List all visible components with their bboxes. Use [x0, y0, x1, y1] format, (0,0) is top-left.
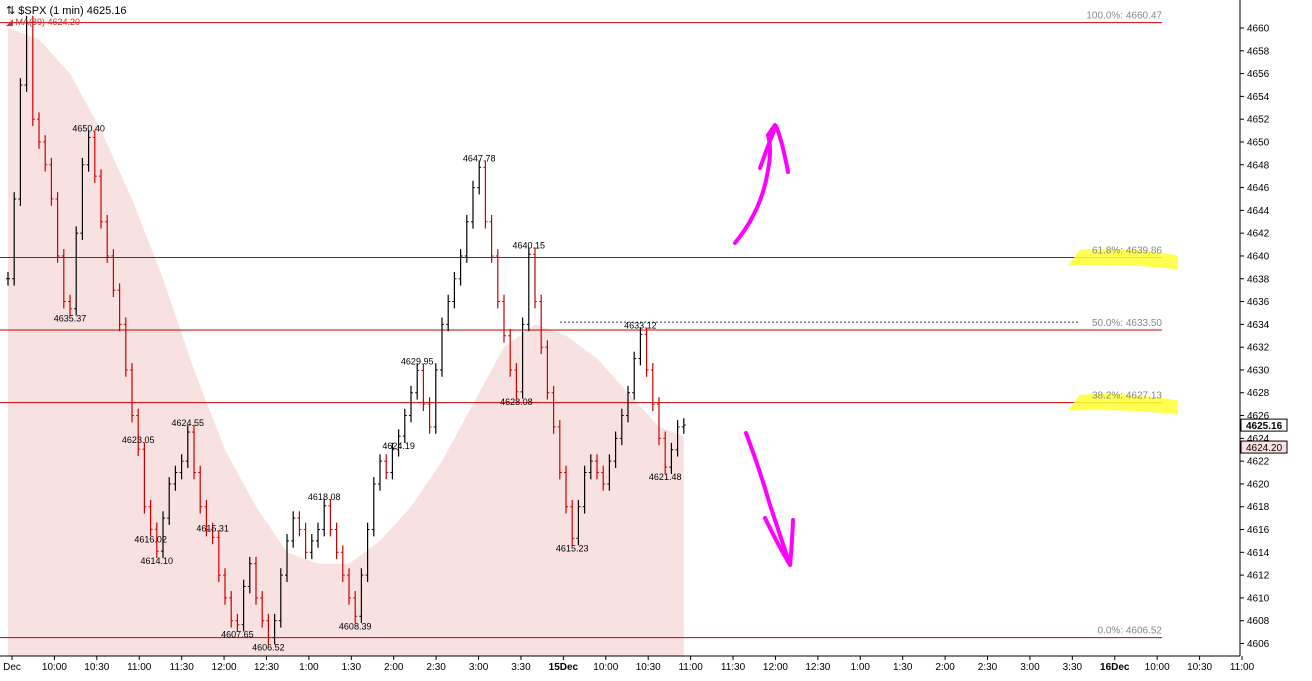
x-tick-label: 10:00 — [42, 662, 67, 673]
price-annotation: 4628.08 — [500, 397, 533, 407]
x-tick-label: 11:30 — [721, 662, 746, 673]
price-annotation: 4606.52 — [252, 643, 285, 653]
fib-highlight — [1068, 248, 1178, 270]
y-tick-label: 4620 — [1247, 479, 1270, 490]
x-tick-label: 2:30 — [426, 662, 446, 673]
y-tick-label: 4626 — [1247, 411, 1270, 422]
y-tick-label: 4654 — [1247, 92, 1270, 103]
price-annotation: 4607.65 — [221, 630, 254, 640]
x-tick-label: 1:00 — [299, 662, 319, 673]
x-tick-label: 16Dec — [1100, 662, 1130, 673]
y-tick-label: 4614 — [1247, 548, 1270, 559]
last-ma-label: 4624.20 — [1246, 443, 1283, 454]
y-tick-label: 4634 — [1247, 320, 1270, 331]
price-annotation: 4616.02 — [134, 534, 167, 544]
x-tick-label: 1:30 — [342, 662, 362, 673]
y-tick-label: 4618 — [1247, 502, 1270, 513]
ma-legend: ◢ MA(89) 4624.20 — [6, 17, 80, 28]
y-tick-label: 4658 — [1247, 46, 1270, 57]
y-tick-label: 4652 — [1247, 115, 1270, 126]
fib-label: 50.0%: 4633.50 — [1092, 318, 1162, 329]
x-tick-label: 3:00 — [469, 662, 489, 673]
last-price-tag — [1240, 418, 1288, 432]
y-tick-label: 4656 — [1247, 69, 1270, 80]
fib-label: 61.8%: 4639.86 — [1092, 246, 1162, 257]
x-tick-label: 1:00 — [851, 662, 871, 673]
price-annotation: 4624.19 — [382, 441, 415, 451]
x-tick-label: 1:30 — [893, 662, 913, 673]
price-annotation: 4629.95 — [401, 357, 434, 367]
y-tick-label: 4612 — [1247, 571, 1270, 582]
chart-title: ⇅ $SPX (1 min) 4625.16 — [6, 4, 127, 17]
price-annotation: 4624.55 — [172, 418, 205, 428]
y-tick-label: 4624 — [1247, 434, 1270, 445]
x-tick-label: 10:30 — [1187, 662, 1212, 673]
ma-legend-icon: ◢ — [6, 17, 13, 27]
ma-legend-text: MA(89) 4624.20 — [15, 17, 80, 27]
y-tick-label: 4642 — [1247, 229, 1270, 240]
y-tick-label: 4632 — [1247, 343, 1270, 354]
x-tick-label: 10:30 — [84, 662, 109, 673]
x-tick-label: 10:00 — [1145, 662, 1170, 673]
ticker-icon: ⇅ — [6, 5, 16, 17]
y-tick-label: 4610 — [1247, 593, 1270, 604]
price-annotation: 4633.12 — [624, 320, 657, 330]
y-tick-label: 4616 — [1247, 525, 1270, 536]
x-tick-label: 15Dec — [549, 662, 579, 673]
fib-label: 38.2%: 4627.13 — [1092, 391, 1162, 402]
y-tick-label: 4640 — [1247, 251, 1270, 262]
price-annotation: 4640.15 — [513, 240, 546, 250]
y-tick-label: 4608 — [1247, 616, 1270, 627]
down-arrow-annotation — [744, 431, 795, 567]
price-annotation: 4635.37 — [54, 314, 87, 324]
fib-highlight — [1068, 393, 1178, 415]
price-annotation: 4618.08 — [308, 492, 341, 502]
x-tick-label: 3:30 — [1063, 662, 1083, 673]
x-tick-label: 2:00 — [384, 662, 404, 673]
y-tick-label: 4650 — [1247, 137, 1270, 148]
x-tick-label: 2:00 — [935, 662, 955, 673]
price-annotation: 4615.23 — [556, 543, 589, 553]
y-tick-label: 4628 — [1247, 388, 1270, 399]
x-tick-label: 11:00 — [1230, 662, 1255, 673]
x-tick-label: Dec — [3, 662, 21, 673]
x-tick-label: 10:30 — [636, 662, 661, 673]
y-tick-label: 4630 — [1247, 365, 1270, 376]
up-arrow-annotation — [733, 123, 790, 245]
x-tick-label: 10:00 — [593, 662, 618, 673]
last-ma-tag — [1240, 440, 1288, 454]
price-annotation: 4608.39 — [339, 621, 372, 631]
y-tick-label: 4644 — [1247, 206, 1270, 217]
y-tick-label: 4648 — [1247, 160, 1270, 171]
x-tick-label: 2:30 — [978, 662, 998, 673]
chart-title-text: $SPX (1 min) 4625.16 — [18, 5, 127, 17]
price-annotation: 4614.10 — [141, 556, 174, 566]
fib-label: 100.0%: 4660.47 — [1086, 11, 1162, 22]
y-tick-label: 4638 — [1247, 274, 1270, 285]
x-tick-label: 3:30 — [511, 662, 531, 673]
x-tick-label: 12:30 — [805, 662, 830, 673]
price-annotation: 4650.40 — [72, 123, 105, 133]
last-price-label: 4625.16 — [1246, 421, 1283, 432]
x-tick-label: 12:00 — [763, 662, 788, 673]
price-annotation: 4647.78 — [463, 153, 496, 163]
y-tick-label: 4660 — [1247, 24, 1270, 35]
x-tick-label: 3:00 — [1020, 662, 1040, 673]
x-tick-label: 11:30 — [170, 662, 195, 673]
price-annotation: 4615.31 — [196, 523, 229, 533]
y-tick-label: 4622 — [1247, 457, 1270, 468]
x-tick-label: 11:00 — [127, 662, 152, 673]
y-tick-label: 4646 — [1247, 183, 1270, 194]
y-tick-label: 4606 — [1247, 639, 1270, 650]
fib-label: 0.0%: 4606.52 — [1098, 626, 1163, 637]
price-annotation: 4621.48 — [649, 472, 682, 482]
x-tick-label: 11:00 — [678, 662, 703, 673]
x-tick-label: 12:00 — [212, 662, 237, 673]
price-annotation: 4623.05 — [122, 435, 155, 445]
x-tick-label: 12:30 — [254, 662, 279, 673]
y-tick-label: 4636 — [1247, 297, 1270, 308]
ma-area — [8, 28, 684, 656]
